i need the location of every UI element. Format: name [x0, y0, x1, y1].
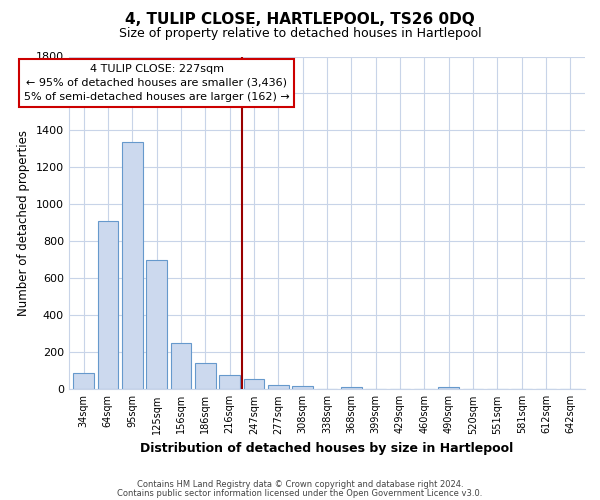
Bar	[146, 260, 167, 390]
Bar	[195, 364, 215, 390]
Bar	[439, 386, 459, 390]
Bar	[98, 221, 118, 390]
Bar	[122, 142, 143, 390]
Bar	[341, 386, 362, 390]
Bar	[268, 384, 289, 390]
Text: Contains public sector information licensed under the Open Government Licence v3: Contains public sector information licen…	[118, 488, 482, 498]
Text: 4 TULIP CLOSE: 227sqm
← 95% of detached houses are smaller (3,436)
5% of semi-de: 4 TULIP CLOSE: 227sqm ← 95% of detached …	[23, 64, 289, 102]
X-axis label: Distribution of detached houses by size in Hartlepool: Distribution of detached houses by size …	[140, 442, 514, 455]
Text: Size of property relative to detached houses in Hartlepool: Size of property relative to detached ho…	[119, 28, 481, 40]
Bar	[170, 343, 191, 390]
Text: Contains HM Land Registry data © Crown copyright and database right 2024.: Contains HM Land Registry data © Crown c…	[137, 480, 463, 489]
Y-axis label: Number of detached properties: Number of detached properties	[17, 130, 31, 316]
Bar	[292, 386, 313, 390]
Bar	[73, 372, 94, 390]
Text: 4, TULIP CLOSE, HARTLEPOOL, TS26 0DQ: 4, TULIP CLOSE, HARTLEPOOL, TS26 0DQ	[125, 12, 475, 28]
Bar	[219, 374, 240, 390]
Bar	[244, 379, 264, 390]
